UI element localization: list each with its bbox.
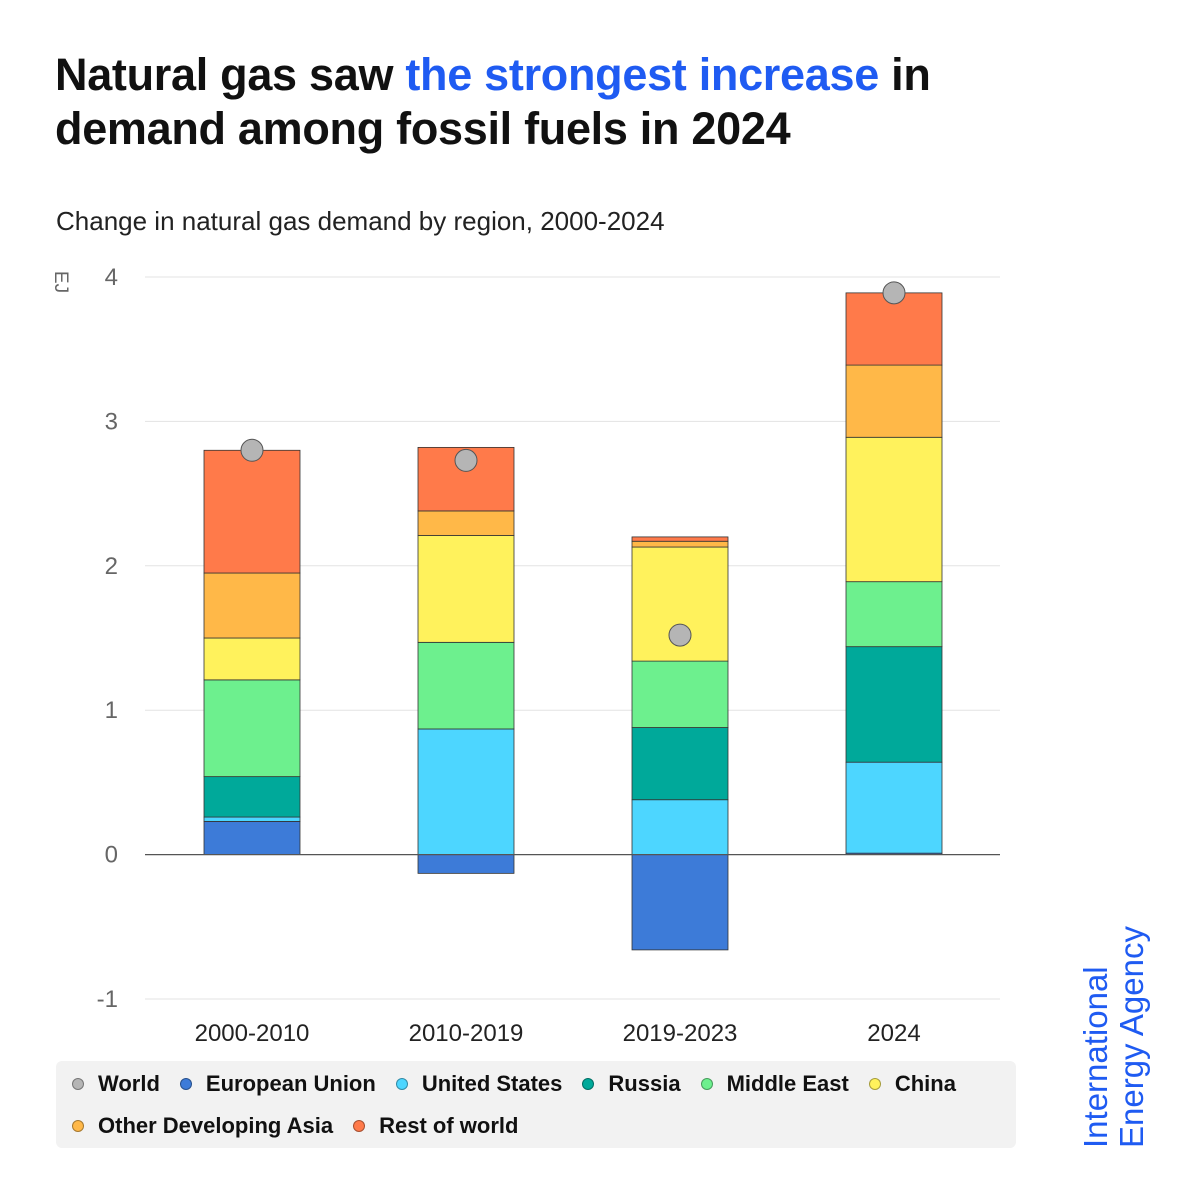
stacked-bar-chart: -1 0 1 2 3 4 2000-2010 2010-2019 2019-2023 2024 <box>97 264 1000 1047</box>
chart-subtitle: Change in natural gas demand by region, … <box>56 206 665 236</box>
legend-label: China <box>894 1071 956 1096</box>
bar-segment <box>631 799 729 856</box>
bar-segment <box>203 776 301 818</box>
bar-segment <box>203 572 301 639</box>
legend-label: Russia <box>608 1071 681 1096</box>
legend-label: World <box>98 1071 160 1096</box>
bar-segment <box>417 728 515 855</box>
bar-segment <box>845 364 943 438</box>
bar-segment <box>631 540 729 548</box>
legend-row-1: World European Union United States Russia Mi… <box>72 1071 976 1097</box>
x-tick-label: 2010-2019 <box>409 1020 524 1047</box>
x-tick-label: 2000-2010 <box>195 1020 310 1047</box>
bar-segment <box>417 510 515 536</box>
world-marker <box>668 623 692 647</box>
y-tick-label: 3 <box>105 408 118 435</box>
world-marker <box>240 438 264 462</box>
chart-title: Natural gas saw the strongest increase i… <box>55 48 1055 156</box>
bar-segment <box>417 535 515 643</box>
legend-swatch-icon <box>868 1078 881 1090</box>
legend-swatch-icon <box>179 1078 192 1090</box>
legend-item: United States <box>395 1071 563 1097</box>
legend-row-2: Other Developing Asia Rest of world <box>72 1113 538 1139</box>
bar-segment <box>203 679 301 778</box>
legend-swatch-icon <box>72 1078 84 1090</box>
legend-swatch-icon <box>700 1078 713 1090</box>
bar-segment <box>845 436 943 583</box>
bar-segment <box>631 854 729 951</box>
bar-segment <box>631 660 729 728</box>
y-tick-label: 0 <box>105 842 118 869</box>
bar-segment <box>417 854 515 874</box>
y-tick-label: 4 <box>105 264 118 291</box>
bar-segment <box>203 816 301 822</box>
legend-item: Middle East <box>700 1071 849 1097</box>
title-highlight: the strongest increase <box>405 49 879 100</box>
y-tick-label: 1 <box>105 697 118 724</box>
bar-segment <box>845 646 943 763</box>
bar-segment <box>203 637 301 681</box>
legend-label: Other Developing Asia <box>98 1113 334 1138</box>
legend-item: Other Developing Asia <box>72 1113 333 1139</box>
iea-logo-line-1: International <box>1077 966 1114 1148</box>
bar-segment <box>631 727 729 801</box>
legend-swatch-icon <box>582 1078 595 1090</box>
bar-segment <box>845 292 943 366</box>
title-part-1: Natural gas saw <box>55 49 406 100</box>
legend-swatch-icon <box>395 1078 408 1090</box>
y-tick-label: -1 <box>97 986 118 1013</box>
iea-logo-text: International Energy Agency <box>1077 918 1168 1148</box>
legend-label: United States <box>421 1071 563 1096</box>
legend-label: Middle East <box>726 1071 849 1096</box>
iea-logo-line-2: Energy Agency <box>1113 926 1150 1148</box>
bar-segment <box>203 820 301 856</box>
world-marker <box>454 448 478 472</box>
bar-segment <box>845 581 943 648</box>
bar-segment <box>203 449 301 574</box>
legend-swatch-icon <box>72 1120 84 1132</box>
x-tick-label: 2019-2023 <box>623 1020 738 1047</box>
x-tick-label: 2024 <box>867 1020 920 1047</box>
legend-label: Rest of world <box>379 1113 519 1138</box>
legend-item: China <box>868 1071 956 1097</box>
chart-legend: World European Union United States Russia Mi… <box>56 1061 1016 1148</box>
iea-logo: International Energy Agency <box>1077 918 1168 1148</box>
world-marker <box>882 281 906 305</box>
legend-item: European Union <box>179 1071 376 1097</box>
bar-segment <box>417 641 515 730</box>
y-tick-label: 2 <box>105 553 118 580</box>
title-part-2: in demand among fossil fuels in 2024 <box>55 49 931 154</box>
legend-label: European Union <box>205 1071 376 1096</box>
legend-item: World <box>72 1071 160 1097</box>
legend-item: Rest of world <box>353 1113 518 1139</box>
legend-item: Russia <box>582 1071 681 1097</box>
legend-swatch-icon <box>353 1120 366 1132</box>
bar-segment <box>845 761 943 854</box>
bar-segment <box>631 536 729 542</box>
